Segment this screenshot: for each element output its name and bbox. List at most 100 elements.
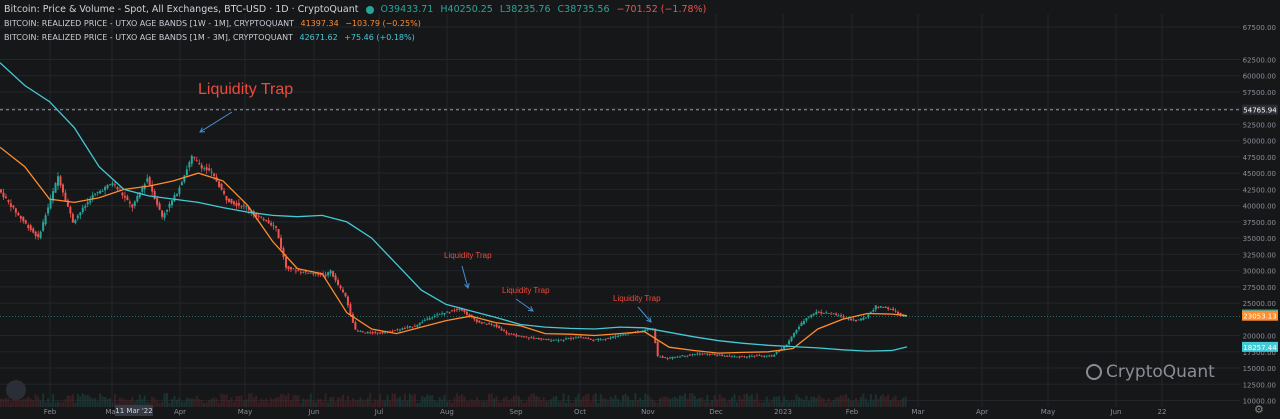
price-line-label: 54765.94 xyxy=(1243,107,1277,115)
candle-body xyxy=(247,207,250,211)
volume-bar xyxy=(589,401,592,407)
candle-body xyxy=(512,334,515,336)
volume-bar xyxy=(451,402,454,407)
volume-bar xyxy=(56,401,59,407)
volume-bar xyxy=(723,398,726,407)
volume-bar xyxy=(731,397,734,407)
candle-body xyxy=(701,353,704,355)
candle-body xyxy=(505,331,508,334)
volume-bar xyxy=(626,396,629,407)
candle-body xyxy=(113,184,116,186)
volume-bar xyxy=(210,398,213,407)
candle-body xyxy=(522,336,525,338)
candle-body xyxy=(490,324,493,325)
candle-body xyxy=(622,334,625,336)
volume-bar xyxy=(99,393,102,407)
candle-body xyxy=(94,193,97,195)
candle-body xyxy=(597,338,600,341)
candle-body xyxy=(609,337,612,339)
volume-bar xyxy=(698,397,701,407)
volume-bar xyxy=(478,401,481,407)
candle-body xyxy=(713,354,716,355)
volume-bar xyxy=(344,401,347,407)
band-1m-3m-line xyxy=(0,62,908,352)
candle-body xyxy=(411,326,414,328)
candle-body xyxy=(706,353,709,355)
volume-bar xyxy=(550,399,553,407)
volume-bar xyxy=(265,398,268,407)
volume-bar xyxy=(636,399,639,407)
candle-body xyxy=(39,231,42,238)
volume-bar xyxy=(557,401,560,407)
candle-body xyxy=(830,313,833,315)
candle-body xyxy=(738,356,741,358)
candle-body xyxy=(478,320,481,323)
tradingview-logo-icon[interactable] xyxy=(6,380,26,400)
volume-bar xyxy=(235,396,238,407)
candle-body xyxy=(758,355,761,356)
candle-body xyxy=(359,331,362,333)
candle-body xyxy=(200,164,203,169)
candle-body xyxy=(748,355,751,357)
volume-bar xyxy=(426,394,429,407)
candle-body xyxy=(567,338,570,340)
candle-body xyxy=(783,346,786,349)
volume-bar xyxy=(260,398,263,407)
ohlc-change: −701.52 (−1.78%) xyxy=(616,4,707,15)
legend-band2[interactable]: BITCOIN: REALIZED PRICE - UTXO AGE BANDS… xyxy=(4,33,419,42)
volume-bar xyxy=(376,400,379,407)
candle-body xyxy=(540,338,543,340)
candle-body xyxy=(168,203,171,208)
volume-bar xyxy=(7,398,10,407)
candle-body xyxy=(530,337,533,339)
x-tick-label: 22 xyxy=(1158,408,1167,416)
candle-body xyxy=(624,334,627,336)
candle-body xyxy=(309,272,312,274)
volume-bar xyxy=(745,393,748,407)
legend-band1[interactable]: BITCOIN: REALIZED PRICE - UTXO AGE BANDS… xyxy=(4,19,425,28)
volume-bar xyxy=(460,394,463,407)
settings-gear-icon[interactable]: ⚙ xyxy=(1254,403,1264,416)
band-1w-1m-line xyxy=(0,146,908,354)
candle-body xyxy=(483,322,486,324)
candle-body xyxy=(500,328,503,331)
candle-body xyxy=(877,307,880,308)
volume-bar xyxy=(869,394,872,407)
volume-bar xyxy=(773,396,776,407)
candle-body xyxy=(480,321,483,324)
volume-bar xyxy=(790,400,793,407)
candle-body xyxy=(837,315,840,317)
volume-bar xyxy=(29,398,32,407)
candle-body xyxy=(267,220,270,224)
volume-bar xyxy=(703,401,706,407)
volume-bar xyxy=(686,398,689,407)
volume-bar xyxy=(307,399,310,407)
candle-body xyxy=(403,328,406,329)
volume-bar xyxy=(250,393,253,407)
ohlc-close: C38735.56 xyxy=(557,4,610,15)
volume-bar xyxy=(743,394,746,407)
candle-body xyxy=(879,306,882,308)
volume-bar xyxy=(795,394,798,407)
candle-body xyxy=(111,183,114,186)
volume-bar xyxy=(597,402,600,407)
volume-bar xyxy=(753,399,756,407)
volume-bar xyxy=(168,402,171,407)
candle-body xyxy=(379,332,382,334)
candle-body xyxy=(864,317,867,319)
candle-body xyxy=(840,315,843,317)
candle-body xyxy=(413,326,416,327)
annotation-label: Liquidity Trap xyxy=(198,81,293,98)
candle-body xyxy=(750,355,753,357)
volume-bar xyxy=(691,393,694,407)
y-tick-label: 42500.00 xyxy=(1243,186,1276,194)
volume-bar xyxy=(126,400,129,407)
y-tick-label: 50000.00 xyxy=(1243,138,1276,146)
candle-body xyxy=(116,187,119,190)
y-tick-label: 25000.00 xyxy=(1243,300,1276,308)
candle-body xyxy=(292,268,295,270)
volume-bar xyxy=(356,400,359,407)
volume-bar xyxy=(599,394,602,407)
volume-bar xyxy=(329,397,332,407)
